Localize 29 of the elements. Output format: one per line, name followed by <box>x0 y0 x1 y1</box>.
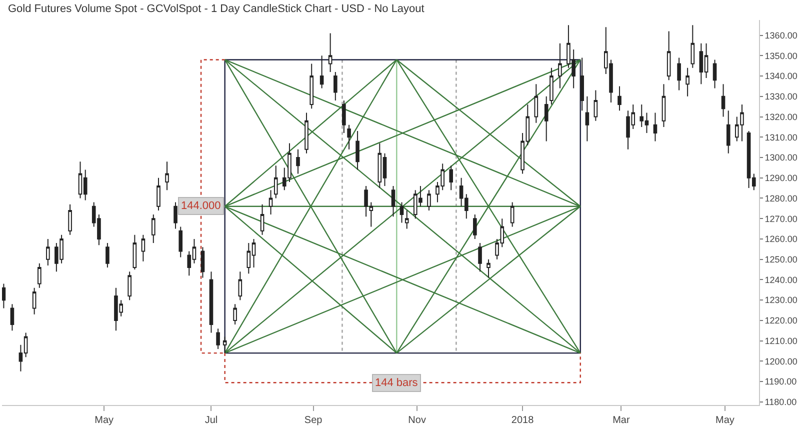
y-tick-label: 1190.00 <box>764 376 797 387</box>
y-tick-label: 1260.00 <box>764 234 798 244</box>
y-tick-label: 1320.00 <box>764 112 798 122</box>
y-tick-label: 1300.00 <box>764 152 798 163</box>
y-tick-label: 1290.00 <box>764 173 798 184</box>
y-tick-label: 1360.00 <box>764 30 798 40</box>
y-tick-label: 1310.00 <box>764 132 798 142</box>
annotation: 144.000 <box>181 200 221 212</box>
y-tick-label: 1250.00 <box>764 254 798 264</box>
y-tick-label: 1330.00 <box>764 92 798 102</box>
x-tick-label: May <box>716 415 734 426</box>
chart-title: Gold Futures Volume Spot - GCVolSpot - 1 Day CandleStick Chart - USD - No Layout <box>8 2 424 15</box>
y-tick-label: 1240.00 <box>764 274 798 285</box>
y-tick-label: 1350.00 <box>764 50 798 61</box>
y-tick-label: 1340.00 <box>764 71 798 82</box>
y-tick-label: 1180.00 <box>764 397 797 408</box>
x-tick-label: 2018 <box>511 415 534 426</box>
x-tick-label: Mar <box>612 415 630 426</box>
annotation: 144 bars <box>375 377 418 389</box>
y-tick-label: 1280.00 <box>764 193 798 204</box>
x-tick-label: May <box>94 415 114 426</box>
y-tick-label: 1200.00 <box>764 356 798 366</box>
y-tick-label: 1210.00 <box>764 336 798 346</box>
y-tick-label: 1220.00 <box>764 316 798 326</box>
x-tick-label: Sep <box>304 415 323 426</box>
x-tick-label: Nov <box>408 415 426 426</box>
y-tick-label: 1270.00 <box>764 214 798 224</box>
x-tick-label: Jul <box>204 415 218 426</box>
y-tick-label: 1230.00 <box>764 295 798 306</box>
